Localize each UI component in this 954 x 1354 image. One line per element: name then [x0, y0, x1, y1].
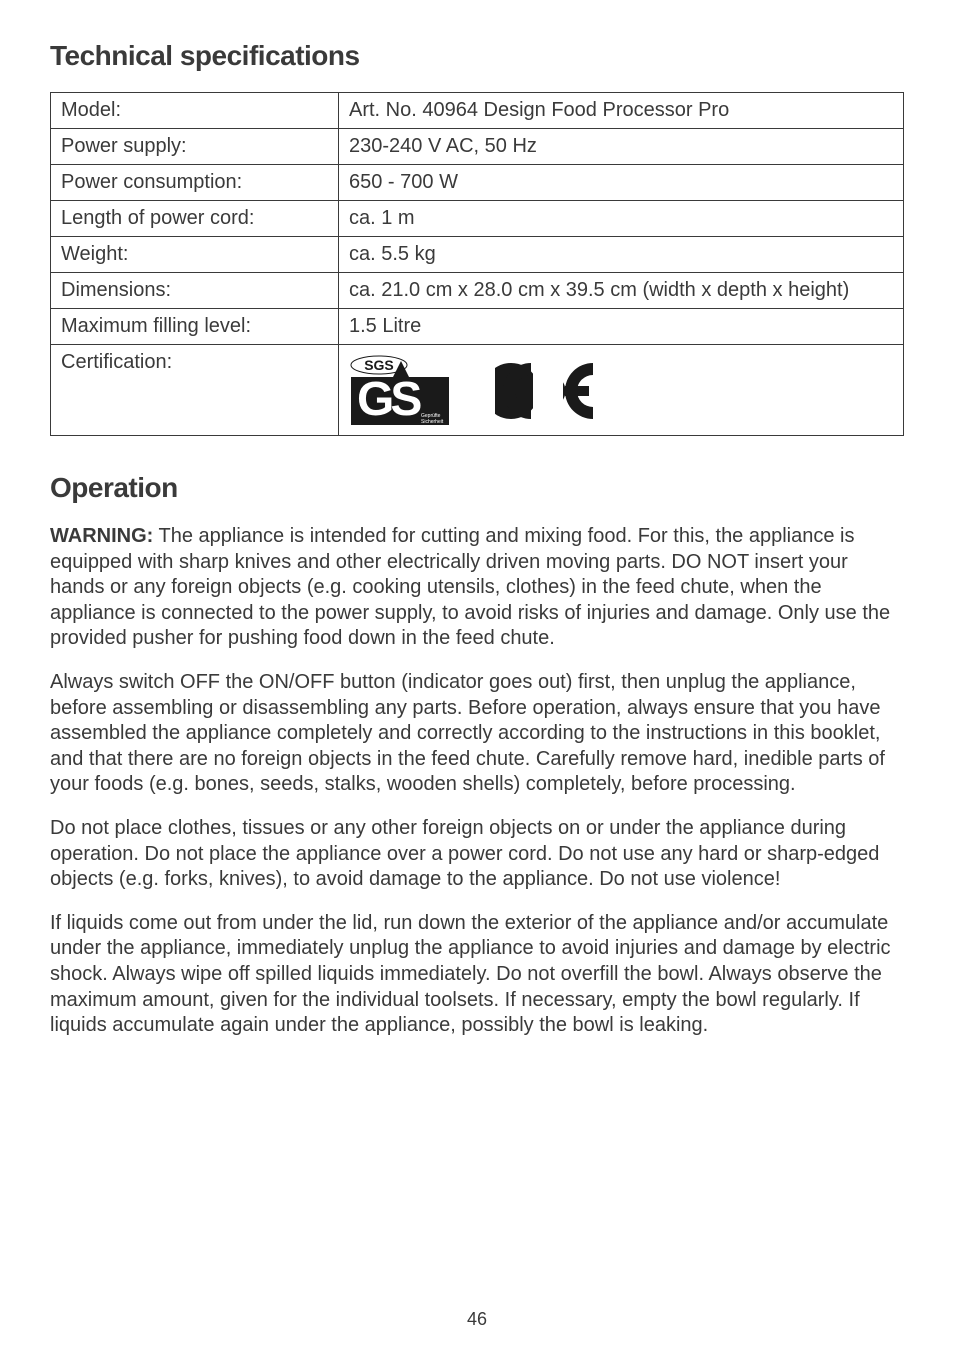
spec-value: 230-240 V AC, 50 Hz — [339, 129, 904, 165]
spec-label: Weight: — [51, 237, 339, 273]
spec-value-certification: SGS GS Geprüfte Sicherheit — [339, 345, 904, 436]
table-row: Weight: ca. 5.5 kg — [51, 237, 904, 273]
table-row: Maximum filling level: 1.5 Litre — [51, 309, 904, 345]
warning-text: The appliance is intended for cutting an… — [50, 525, 890, 649]
spec-value: 650 - 700 W — [339, 165, 904, 201]
page-number: 46 — [0, 1309, 954, 1330]
spec-label: Power supply: — [51, 129, 339, 165]
spec-table: Model: Art. No. 40964 Design Food Proces… — [50, 92, 904, 436]
spec-value: Art. No. 40964 Design Food Processor Pro — [339, 93, 904, 129]
table-row: Certification: SGS GS Geprüfte Sicherhei… — [51, 345, 904, 436]
spec-label: Dimensions: — [51, 273, 339, 309]
svg-text:Sicherheit: Sicherheit — [421, 419, 444, 425]
spec-label: Model: — [51, 93, 339, 129]
table-row: Power consumption: 650 - 700 W — [51, 165, 904, 201]
svg-text:GS: GS — [357, 373, 421, 426]
sgs-gs-mark-icon: SGS GS Geprüfte Sicherheit — [349, 355, 459, 427]
spec-label: Power consumption: — [51, 165, 339, 201]
table-row: Dimensions: ca. 21.0 cm x 28.0 cm x 39.5… — [51, 273, 904, 309]
spec-value: ca. 5.5 kg — [339, 237, 904, 273]
warning-label: WARNING: — [50, 525, 153, 547]
spec-label: Maximum filling level: — [51, 309, 339, 345]
operation-paragraph: Do not place clothes, tissues or any oth… — [50, 816, 904, 893]
operation-paragraph: Always switch OFF the ON/OFF button (ind… — [50, 670, 904, 798]
warning-paragraph: WARNING: The appliance is intended for c… — [50, 524, 904, 652]
svg-text:SGS: SGS — [364, 357, 394, 373]
tech-spec-heading: Technical specifications — [50, 40, 904, 72]
spec-value: ca. 21.0 cm x 28.0 cm x 39.5 cm (width x… — [339, 273, 904, 309]
spec-label: Certification: — [51, 345, 339, 436]
operation-heading: Operation — [50, 472, 904, 504]
table-row: Length of power cord: ca. 1 m — [51, 201, 904, 237]
table-row: Power supply: 230-240 V AC, 50 Hz — [51, 129, 904, 165]
spec-value: ca. 1 m — [339, 201, 904, 237]
spec-value: 1.5 Litre — [339, 309, 904, 345]
spec-label: Length of power cord: — [51, 201, 339, 237]
table-row: Model: Art. No. 40964 Design Food Proces… — [51, 93, 904, 129]
ce-mark-icon — [495, 355, 615, 427]
operation-paragraph: If liquids come out from under the lid, … — [50, 911, 904, 1039]
